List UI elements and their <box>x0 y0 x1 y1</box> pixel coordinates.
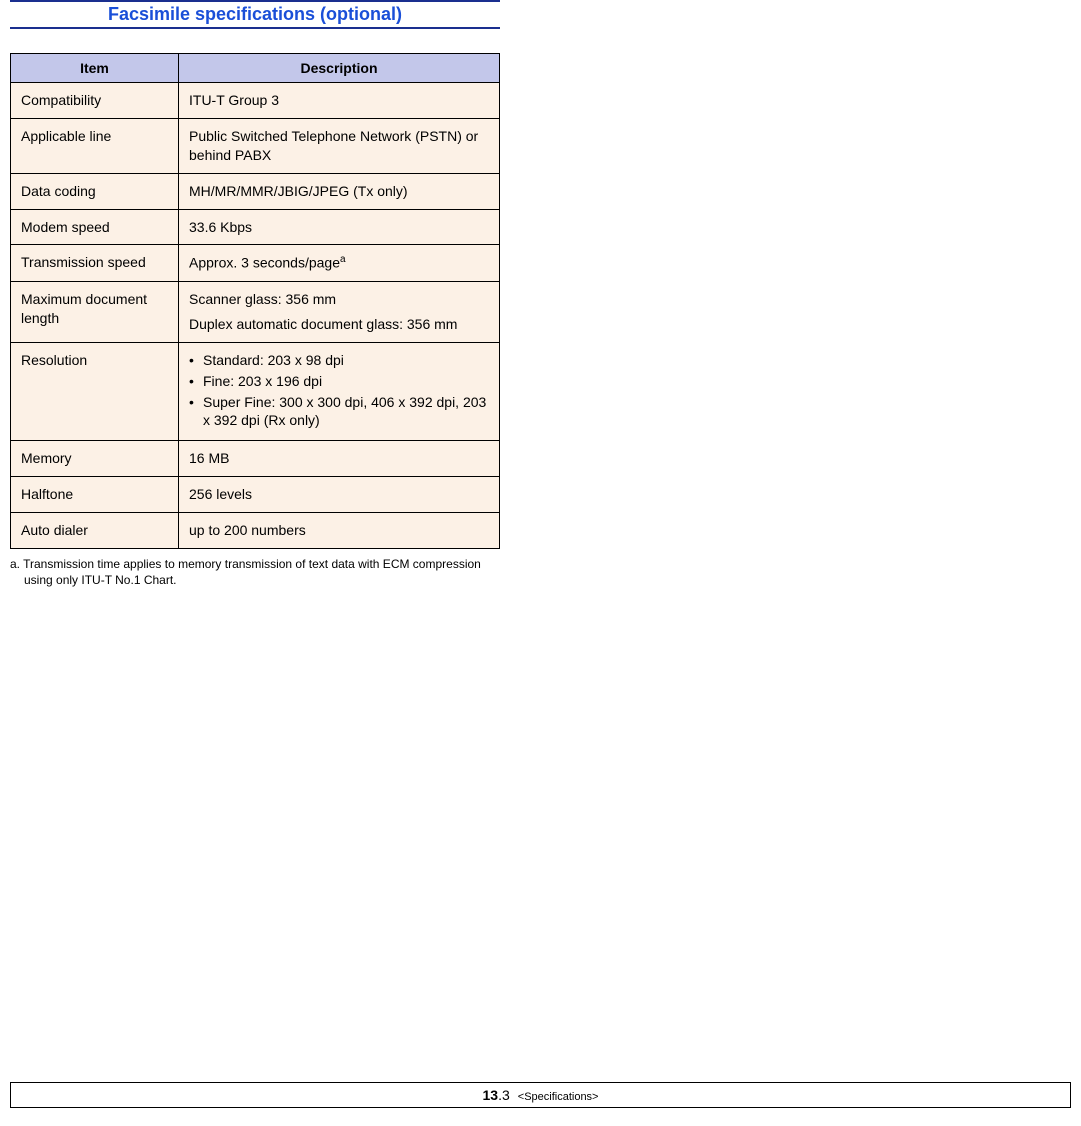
cell-item: Data coding <box>11 173 179 209</box>
table-row: Resolution Standard: 203 x 98 dpi Fine: … <box>11 342 500 441</box>
table-row: Memory 16 MB <box>11 441 500 477</box>
cell-desc: MH/MR/MMR/JBIG/JPEG (Tx only) <box>179 173 500 209</box>
table-row: Auto dialer up to 200 numbers <box>11 513 500 549</box>
table-row: Compatibility ITU-T Group 3 <box>11 83 500 119</box>
cell-item: Memory <box>11 441 179 477</box>
cell-item: Auto dialer <box>11 513 179 549</box>
list-item: Fine: 203 x 196 dpi <box>189 372 489 391</box>
content-area: Facsimile specifications (optional) Item… <box>0 0 510 588</box>
spec-table: Item Description Compatibility ITU-T Gro… <box>10 53 500 549</box>
table-header-row: Item Description <box>11 54 500 83</box>
table-row: Applicable line Public Switched Telephon… <box>11 118 500 173</box>
footnote-ref: a <box>340 254 346 265</box>
th-item: Item <box>11 54 179 83</box>
table-row: Transmission speed Approx. 3 seconds/pag… <box>11 245 500 282</box>
th-description: Description <box>179 54 500 83</box>
resolution-list: Standard: 203 x 98 dpi Fine: 203 x 196 d… <box>189 351 489 431</box>
section-title-rule: Facsimile specifications (optional) <box>10 0 500 29</box>
section-title: Facsimile specifications (optional) <box>10 4 500 25</box>
page-number-minor: .3 <box>498 1087 510 1103</box>
cell-desc: Public Switched Telephone Network (PSTN)… <box>179 118 500 173</box>
footnote-text: a. Transmission time applies to memory t… <box>10 557 500 588</box>
cell-desc-line1: Scanner glass: 356 mm <box>189 290 489 309</box>
cell-desc: Scanner glass: 356 mm Duplex automatic d… <box>179 282 500 343</box>
page-footer: 13.3 <Specifications> <box>10 1082 1071 1108</box>
cell-item: Applicable line <box>11 118 179 173</box>
table-row: Halftone 256 levels <box>11 477 500 513</box>
cell-item: Transmission speed <box>11 245 179 282</box>
cell-desc: 33.6 Kbps <box>179 209 500 245</box>
cell-desc: 256 levels <box>179 477 500 513</box>
cell-item: Maximum document length <box>11 282 179 343</box>
cell-desc: Approx. 3 seconds/pagea <box>179 245 500 282</box>
cell-item: Modem speed <box>11 209 179 245</box>
table-row: Maximum document length Scanner glass: 3… <box>11 282 500 343</box>
table-row: Data coding MH/MR/MMR/JBIG/JPEG (Tx only… <box>11 173 500 209</box>
cell-desc-text: Approx. 3 seconds/page <box>189 255 340 271</box>
cell-desc: Standard: 203 x 98 dpi Fine: 203 x 196 d… <box>179 342 500 441</box>
cell-desc-line2: Duplex automatic document glass: 356 mm <box>189 315 489 334</box>
cell-item: Resolution <box>11 342 179 441</box>
list-item: Super Fine: 300 x 300 dpi, 406 x 392 dpi… <box>189 393 489 431</box>
cell-desc: ITU-T Group 3 <box>179 83 500 119</box>
cell-desc: up to 200 numbers <box>179 513 500 549</box>
page-number-major: 13 <box>483 1087 499 1103</box>
cell-desc: 16 MB <box>179 441 500 477</box>
list-item: Standard: 203 x 98 dpi <box>189 351 489 370</box>
cell-item: Compatibility <box>11 83 179 119</box>
page-section-name: <Specifications> <box>518 1091 599 1103</box>
cell-item: Halftone <box>11 477 179 513</box>
table-row: Modem speed 33.6 Kbps <box>11 209 500 245</box>
